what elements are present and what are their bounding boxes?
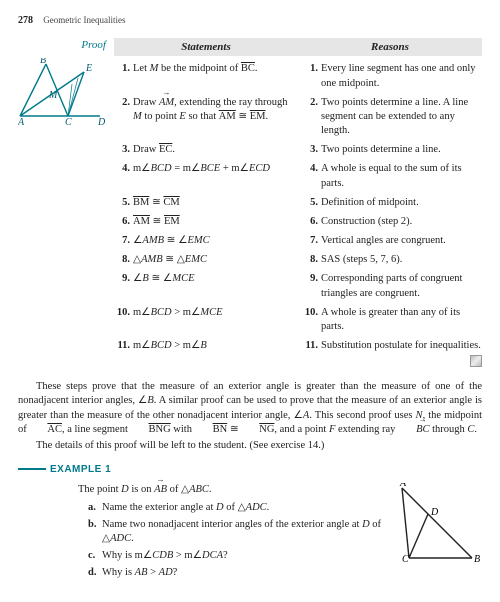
statement-text: AMB ≅ EMC <box>133 253 302 267</box>
reason-number: 2. <box>302 96 321 139</box>
step-number: 4. <box>114 162 133 190</box>
proof-step: 7.AMB ≅ EMC7.Vertical angles are congrue… <box>114 234 482 248</box>
statement-text: mBCD = mBCE + mECD <box>133 162 302 190</box>
step-number: 1. <box>114 62 133 90</box>
reason-text: A whole is greater than any of its parts… <box>321 306 482 334</box>
chapter-title: Geometric Inequalities <box>43 15 125 25</box>
reason-number: 7. <box>302 234 321 248</box>
table-header: Statements Reasons <box>114 38 482 57</box>
svg-text:C: C <box>402 554 409 565</box>
svg-text:A: A <box>399 483 407 489</box>
svg-text:B: B <box>40 58 46 66</box>
page-number: 278 <box>18 15 33 26</box>
example-intro: The point D is on AB of ABC. <box>78 483 387 497</box>
reason-text: Definition of midpoint. <box>321 196 482 210</box>
proof-step: 9.B ≅ MCE9.Corresponding parts of congru… <box>114 272 482 300</box>
reason-number: 6. <box>302 215 321 229</box>
step-number: 11. <box>114 339 133 367</box>
statement-text: Draw EC. <box>133 143 302 157</box>
statement-text: mBCD > mB <box>133 339 302 367</box>
step-number: 9. <box>114 272 133 300</box>
qed-icon <box>470 355 482 367</box>
reason-number: 11. <box>302 339 321 367</box>
reason-number: 10. <box>302 306 321 334</box>
svg-text:A: A <box>18 117 25 126</box>
statement-text: AMB ≅ EMC <box>133 234 302 248</box>
step-number: 7. <box>114 234 133 248</box>
reason-text: SAS (steps 5, 7, 6). <box>321 253 482 267</box>
step-number: 6. <box>114 215 133 229</box>
proof-step: 6.AM ≅ EM6.Construction (step 2). <box>114 215 482 229</box>
paragraph-1: These steps prove that the measure of an… <box>18 380 482 437</box>
step-number: 8. <box>114 253 133 267</box>
reason-text: Two points determine a line. <box>321 143 482 157</box>
svg-text:M: M <box>48 90 58 101</box>
reason-number: 4. <box>302 162 321 190</box>
step-number: 5. <box>114 196 133 210</box>
proof-figure: A B C D E M <box>18 58 114 131</box>
svg-text:E: E <box>85 63 92 74</box>
reason-text: Two points determine a line. A line segm… <box>321 96 482 139</box>
col-reasons: Reasons <box>298 38 482 57</box>
proof-step: 2.Draw AM, extending the ray through M t… <box>114 96 482 139</box>
reason-text: Every line segment has one and only one … <box>321 62 482 90</box>
proof-step: 5.BM ≅ CM5.Definition of midpoint. <box>114 196 482 210</box>
statement-text: AM ≅ EM <box>133 215 302 229</box>
svg-text:D: D <box>430 507 439 518</box>
paragraph-2: The details of this proof will be left t… <box>18 439 482 453</box>
reason-number: 5. <box>302 196 321 210</box>
proof-step: 3.Draw EC.3.Two points determine a line. <box>114 143 482 157</box>
proof-step: 1.Let M be the midpoint of BC.1.Every li… <box>114 62 482 90</box>
reason-number: 9. <box>302 272 321 300</box>
example-item-a: a.Name the exterior angle at D of ADC. <box>88 501 387 515</box>
proof-step: 8.AMB ≅ EMC8.SAS (steps 5, 7, 6). <box>114 253 482 267</box>
step-number: 2. <box>114 96 133 139</box>
proof-label: Proof <box>18 38 114 53</box>
statement-text: mBCD > mMCE <box>133 306 302 334</box>
example-item-c: c.Why is mCDB > mDCA? <box>88 549 387 563</box>
reason-text: Corresponding parts of congruent triangl… <box>321 272 482 300</box>
reason-number: 8. <box>302 253 321 267</box>
reason-text: Construction (step 2). <box>321 215 482 229</box>
accent-bar <box>18 468 46 470</box>
svg-text:C: C <box>65 117 72 126</box>
proof-step: 4.mBCD = mBCE + mECD4.A whole is equal t… <box>114 162 482 190</box>
statement-text: Draw AM, extending the ray through M to … <box>133 96 302 139</box>
proof-step: 10.mBCD > mMCE10.A whole is greater than… <box>114 306 482 334</box>
reason-text: A whole is equal to the sum of its parts… <box>321 162 482 190</box>
col-statements: Statements <box>114 38 298 57</box>
statement-text: Let M be the midpoint of BC. <box>133 62 302 90</box>
step-number: 3. <box>114 143 133 157</box>
step-number: 10. <box>114 306 133 334</box>
reason-number: 3. <box>302 143 321 157</box>
example-label: EXAMPLE 1 <box>18 463 482 477</box>
reason-text: Vertical angles are congruent. <box>321 234 482 248</box>
statement-text: B ≅ MCE <box>133 272 302 300</box>
reason-number: 1. <box>302 62 321 90</box>
svg-text:B: B <box>474 554 480 565</box>
svg-text:D: D <box>97 117 106 126</box>
example-item-b: b.Name two nonadjacent interior angles o… <box>88 518 387 546</box>
proof-steps: 1.Let M be the midpoint of BC.1.Every li… <box>114 62 482 367</box>
statement-text: BM ≅ CM <box>133 196 302 210</box>
page-header: 278 Geometric Inequalities <box>18 14 482 28</box>
proof-step: 11.mBCD > mB11.Substitution postulate fo… <box>114 339 482 367</box>
reason-text: Substitution postulate for inequalities. <box>321 339 482 367</box>
